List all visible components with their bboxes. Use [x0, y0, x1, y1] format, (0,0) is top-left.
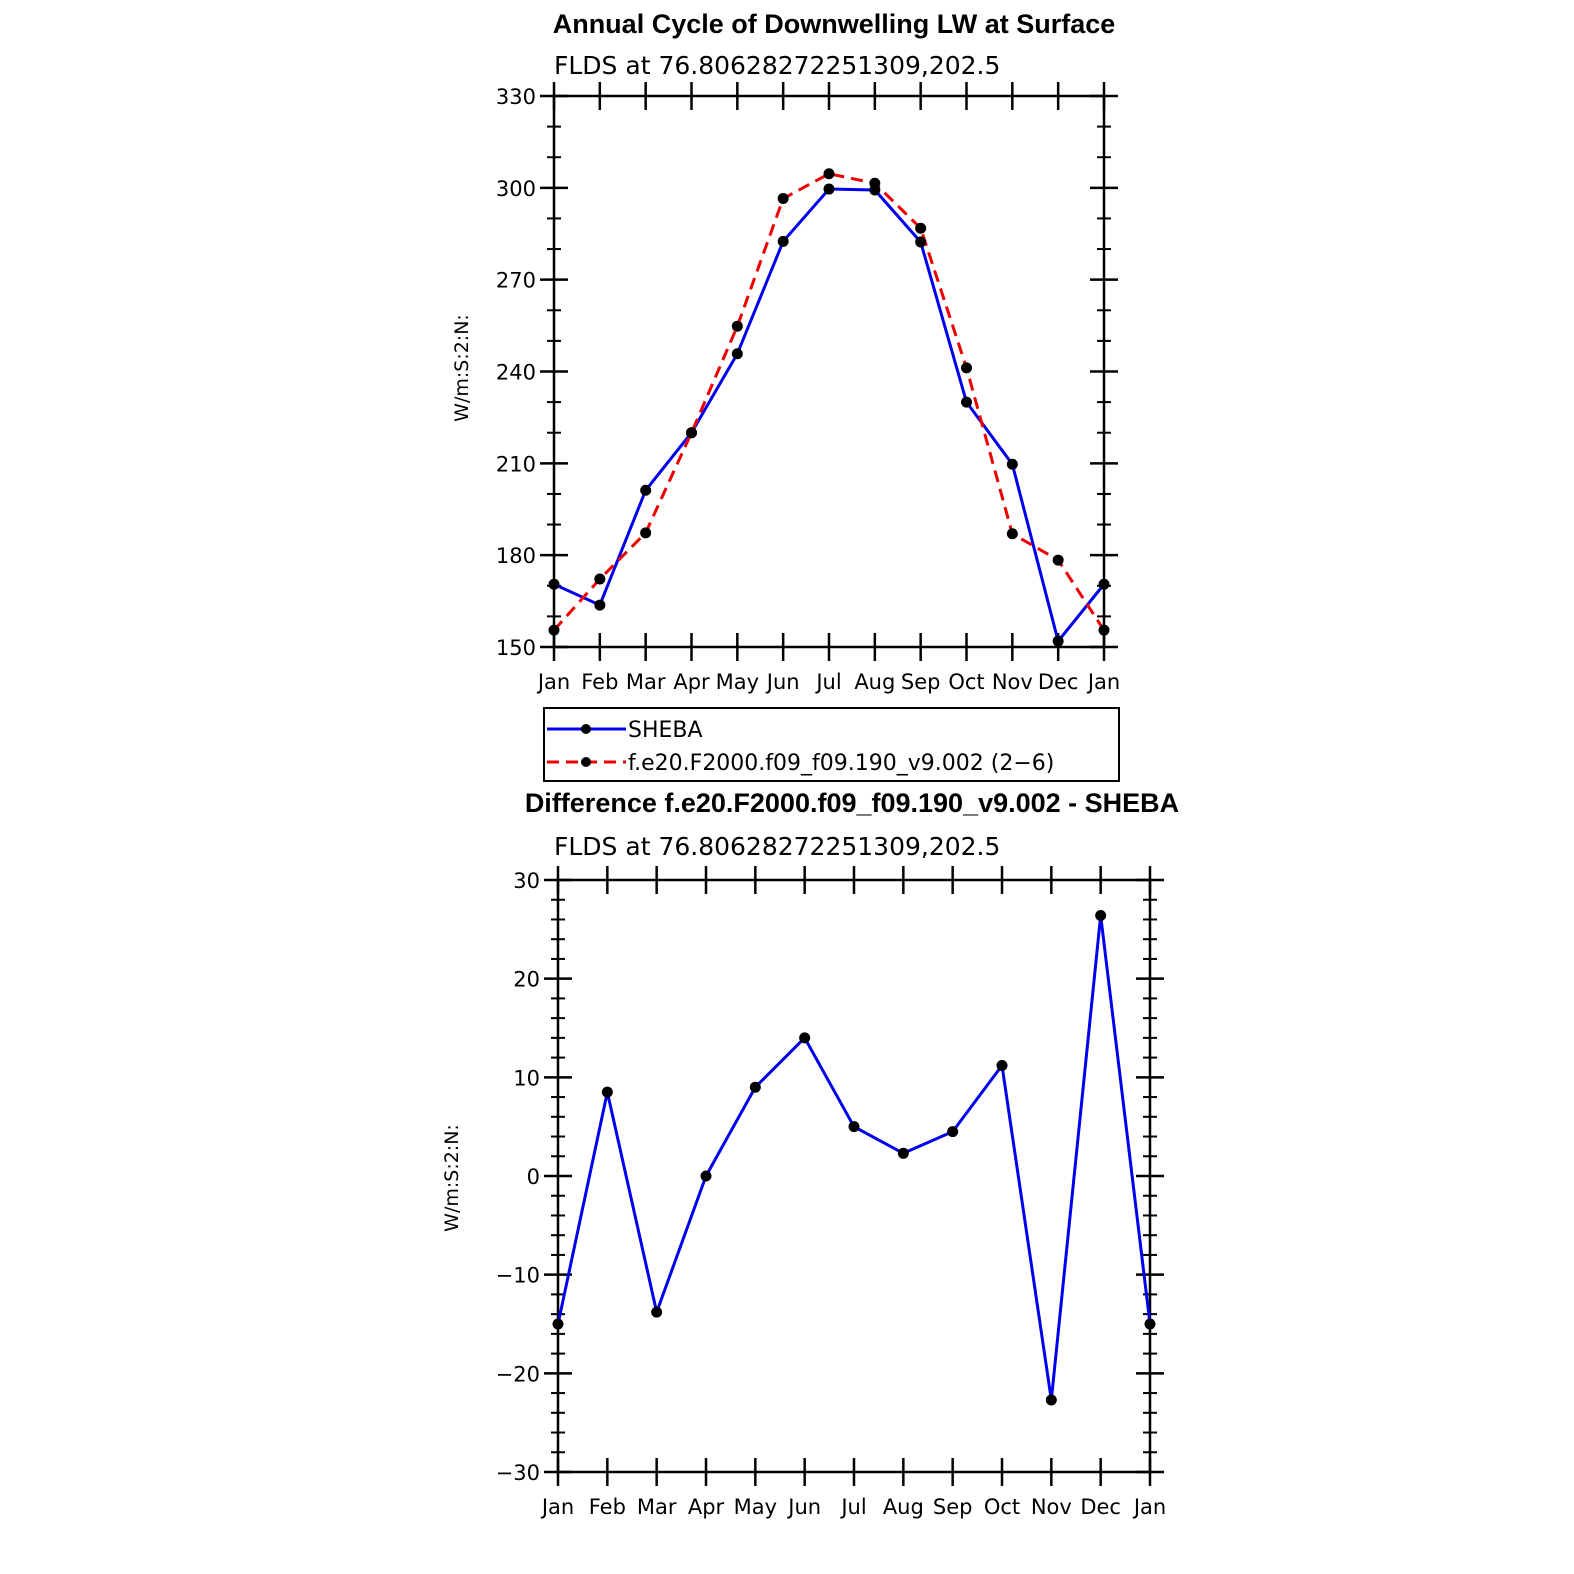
- bottom-chart-ytick-label: −20: [496, 1362, 540, 1386]
- bottom-chart-series-0-point: [799, 1032, 811, 1044]
- bottom-chart-xtick-label: Aug: [883, 1495, 924, 1519]
- bottom-chart-series-0-point: [947, 1126, 959, 1138]
- top-chart-series-1-point: [777, 193, 789, 205]
- bottom-chart-series-0-line: [556, 914, 1152, 1402]
- top-chart-series-1-point: [594, 573, 606, 585]
- top-chart-xtick-label: Jan: [1086, 670, 1120, 694]
- legend-model-marker: [581, 757, 591, 767]
- top-chart-series-0-point: [594, 599, 606, 611]
- bottom-chart-series-0-point: [848, 1121, 860, 1133]
- bottom-chart-subtitle: FLDS at 76.80628272251309,202.5: [554, 832, 1000, 861]
- bottom-chart-ytick-label: 0: [527, 1165, 540, 1189]
- top-chart-xtick-label: Sep: [901, 670, 941, 694]
- bottom-chart-xtick-label: Nov: [1031, 1495, 1072, 1519]
- bottom-chart-xtick-label: Sep: [933, 1495, 973, 1519]
- top-chart-series-1-line: [552, 172, 1106, 632]
- top-chart-ytick-label: 180: [496, 544, 536, 568]
- top-chart-ytick-label: 270: [496, 269, 536, 293]
- top-chart-series-1-point: [640, 527, 652, 539]
- bottom-chart-series-0-point: [601, 1086, 613, 1098]
- top-chart-title: Annual Cycle of Downwelling LW at Surfac…: [553, 9, 1116, 39]
- top-chart-series-0-point: [731, 348, 743, 360]
- top-chart-series-1-point: [731, 320, 743, 332]
- top-chart-series-0-point: [548, 578, 560, 590]
- bottom-chart-xtick-label: Apr: [688, 1495, 725, 1519]
- top-chart-series-0-point: [915, 236, 927, 248]
- legend-sheba-marker: [581, 724, 591, 734]
- top-chart-series-1-point: [686, 427, 697, 439]
- top-chart-series-1-point: [915, 222, 927, 234]
- bottom-chart-series-0-point: [1095, 910, 1107, 922]
- top-chart-series-0-point: [1052, 635, 1064, 647]
- top-chart-xtick-label: May: [716, 670, 759, 694]
- top-chart-ylabel: W/m:S:2:N:: [451, 314, 473, 422]
- bottom-chart-xtick-label: Mar: [637, 1495, 677, 1519]
- bottom-chart-ytick-label: 20: [513, 968, 540, 992]
- top-chart-series-1-point: [961, 362, 972, 374]
- bottom-chart-xtick-label: Dec: [1080, 1495, 1121, 1519]
- bottom-chart-xtick-label: Jan: [540, 1495, 574, 1519]
- bottom-chart-xtick-label: Oct: [984, 1495, 1020, 1519]
- top-chart-ytick-label: 210: [496, 452, 536, 476]
- bottom-chart-series-0-point: [1045, 1394, 1057, 1406]
- top-chart-series-0-point: [823, 183, 835, 195]
- bottom-chart-ytick-label: −10: [496, 1264, 540, 1288]
- top-chart-ytick-label: 330: [496, 85, 536, 109]
- top-chart-series-1-point: [823, 168, 835, 180]
- bottom-chart-ytick-label: −30: [496, 1461, 540, 1485]
- bottom-chart-xtick-label: May: [734, 1495, 777, 1519]
- top-chart-ytick-label: 240: [496, 361, 536, 385]
- top-chart-xtick-label: Jun: [765, 670, 800, 694]
- top-chart-series-0-point: [640, 484, 652, 496]
- top-chart-series-1-point: [869, 177, 881, 189]
- top-chart-subtitle: FLDS at 76.80628272251309,202.5: [554, 51, 1000, 80]
- top-chart-xtick-label: Mar: [626, 670, 666, 694]
- bottom-chart-frame: [556, 878, 1152, 1474]
- top-chart-series-1-point: [1098, 624, 1110, 636]
- top-chart-ytick-label: 150: [496, 636, 536, 660]
- bottom-chart-series-0-point: [996, 1059, 1008, 1071]
- top-chart-series-0-point: [1006, 458, 1018, 470]
- top-chart-series-1-point: [1052, 554, 1064, 566]
- legend-model-label: f.e20.F2000.f09_f09.190_v9.002 (2−6): [628, 751, 1054, 776]
- bottom-chart-series-0-point: [651, 1306, 663, 1318]
- top-chart-xtick-label: Dec: [1038, 670, 1079, 694]
- bottom-chart-ytick-label: 30: [513, 869, 540, 893]
- top-chart-series-0-point: [777, 235, 789, 247]
- bottom-chart-xtick-label: Jun: [786, 1495, 821, 1519]
- top-chart-plot: 150 180 210 240 270 300 330 Jan Feb Mar Apr May Jun J…: [496, 82, 1120, 694]
- bottom-chart-ytick-label: 10: [513, 1066, 540, 1090]
- top-chart-xtick-label: Aug: [854, 670, 895, 694]
- bottom-chart-series-0-point: [552, 1318, 564, 1330]
- bottom-chart-plot: −30 −20 −10 0 10 20 30 Jan Feb Mar Apr May Jun Jul Aug…: [496, 866, 1166, 1519]
- top-chart-series-0-line: [553, 187, 1106, 643]
- legend-sheba-label: SHEBA: [628, 718, 703, 743]
- bottom-chart-xtick-label: Jan: [1132, 1495, 1166, 1519]
- bottom-chart-series-0-point: [1144, 1318, 1156, 1330]
- top-chart-series-0-point: [961, 396, 972, 408]
- top-chart-xtick-label: Nov: [992, 670, 1033, 694]
- top-chart-xtick-label: Apr: [673, 670, 710, 694]
- top-chart-legend: SHEBA f.e20.F2000.f09_f09.190_v9.002 (2−…: [543, 707, 1120, 782]
- bottom-chart-ylabel: W/m:S:2:N:: [441, 1124, 463, 1232]
- top-chart-series-1-point: [1006, 528, 1018, 540]
- bottom-chart-xtick-label: Feb: [589, 1495, 626, 1519]
- bottom-chart-series-0-point: [749, 1081, 761, 1093]
- bottom-chart-series-0-point: [700, 1170, 712, 1182]
- top-chart-ytick-label: 300: [496, 177, 536, 201]
- bottom-chart-series-0-point: [897, 1147, 909, 1159]
- top-chart-xtick-label: Jul: [814, 670, 841, 694]
- top-chart-xtick-label: Feb: [581, 670, 618, 694]
- bottom-chart-xtick-label: Jul: [839, 1495, 866, 1519]
- legend-box: [543, 707, 1120, 782]
- top-chart-series-1-point: [548, 624, 560, 636]
- top-chart-series-0-point: [1098, 578, 1110, 590]
- top-chart-xtick-label: Oct: [948, 670, 984, 694]
- bottom-chart-title: Difference f.e20.F2000.f09_f09.190_v9.00…: [525, 788, 1179, 818]
- top-chart-xtick-label: Jan: [536, 670, 570, 694]
